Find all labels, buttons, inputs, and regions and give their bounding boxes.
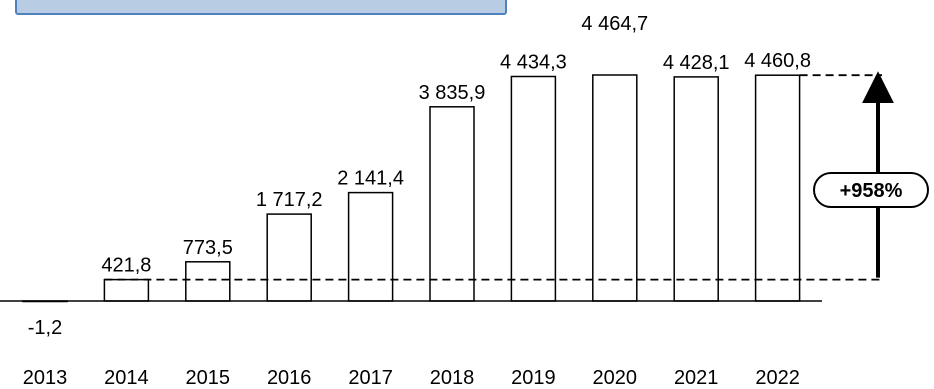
bar-labels: -1,2 421,8 773,5 1 717,2 2 141,4 3 835,9 4 434… [28,13,811,339]
value-label-2020: 4 464,7 [581,13,648,35]
x-tick-2020: 2020 [593,367,638,389]
bar-2021 [673,76,719,302]
value-label-2017: 2 141,4 [337,168,404,190]
x-tick-2013: 2013 [23,367,68,389]
value-label-2016: 1 717,2 [256,189,323,211]
bar-2022 [754,74,801,302]
bar-2018 [429,106,475,302]
bar-2020 [592,74,638,302]
bar-2016 [266,213,312,302]
x-tick-2019: 2019 [511,367,556,389]
bar-2014 [103,278,150,302]
value-label-2013: -1,2 [28,317,62,339]
x-tick-2017: 2017 [348,367,393,389]
x-tick-2014: 2014 [104,367,149,389]
x-tick-2018: 2018 [430,367,475,389]
x-tick-2021: 2021 [674,367,719,389]
growth-badge: +958% [813,172,929,208]
value-label-2022: 4 460,8 [744,50,811,72]
bar-2017 [347,191,394,302]
value-label-2021: 4 428,1 [663,52,730,74]
x-tick-2015: 2015 [186,367,231,389]
growth-label: +958% [840,180,903,202]
bars [22,74,801,303]
value-label-2018: 3 835,9 [419,82,486,104]
x-tick-2022: 2022 [755,367,800,389]
header-banner [15,0,507,15]
bar-2015 [185,261,231,302]
value-label-2019: 4 434,3 [500,52,567,74]
bar-2019 [510,75,557,302]
value-label-2015: 773,5 [183,237,233,259]
value-label-2014: 421,8 [101,255,151,277]
x-tick-2016: 2016 [267,367,312,389]
x-axis-ticks: 2013 2014 2015 2016 2017 2018 2019 2020 2021 2022 [23,367,800,389]
